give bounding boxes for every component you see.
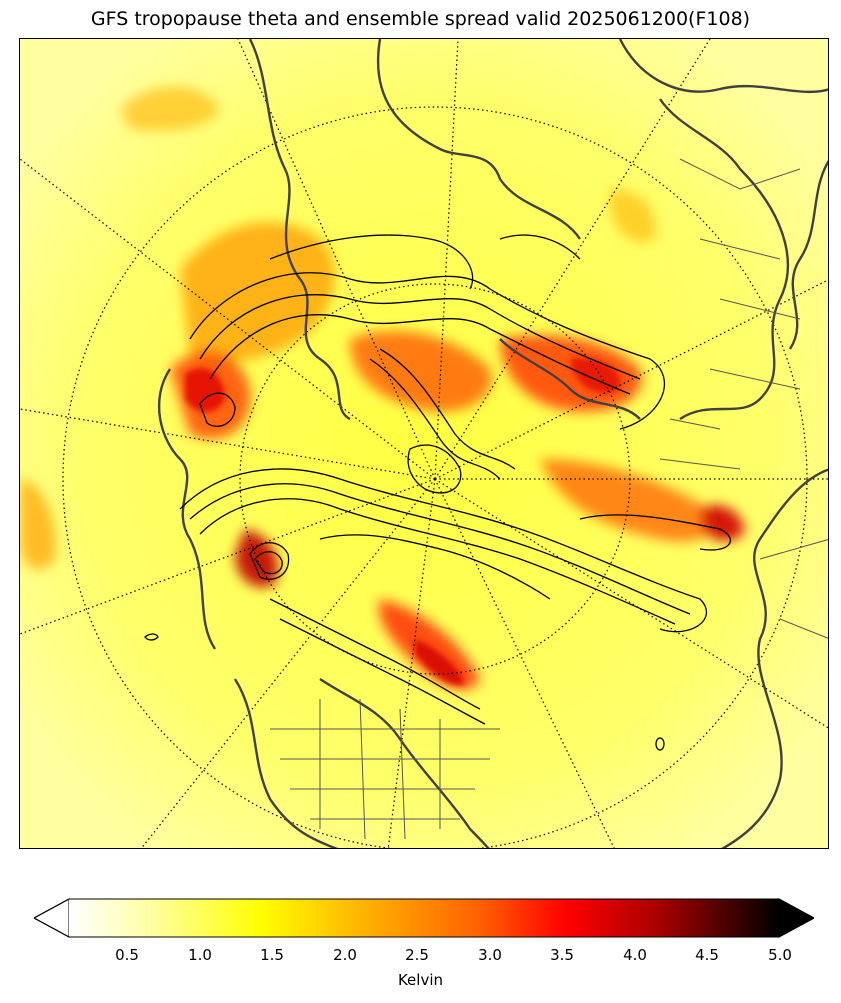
colorbar-tick-label: 5.0 <box>768 946 792 964</box>
colorbar-label: Kelvin <box>397 971 444 989</box>
colorbar-tick-label: 0.5 <box>115 946 139 964</box>
colorbar-gradient <box>69 899 779 937</box>
tropopause-theta-contours <box>144 234 732 751</box>
colorbar <box>34 898 814 938</box>
colorbar-extend-low <box>34 898 70 938</box>
colorbar-tick-label: 3.5 <box>550 946 574 964</box>
coastlines <box>157 39 828 848</box>
colorbar-tick-label: 1.0 <box>188 946 212 964</box>
colorbar-outline <box>34 898 814 938</box>
colorbar-tick-label: 3.0 <box>478 946 502 964</box>
spread-field <box>20 39 828 848</box>
colorbar-tick-label: 1.5 <box>260 946 284 964</box>
colorbar-tick-label: 2.5 <box>405 946 429 964</box>
colorbar-tick-label: 4.0 <box>623 946 647 964</box>
colorbar-tick-label: 2.0 <box>333 946 357 964</box>
political-borders <box>270 158 828 840</box>
colorbar-extend-high <box>778 898 814 938</box>
map-title: GFS tropopause theta and ensemble spread… <box>90 8 751 30</box>
high-spread-bands <box>20 86 745 690</box>
colorbar-tick-label: 4.5 <box>695 946 719 964</box>
graticule <box>20 39 828 848</box>
polar-stereographic-map <box>19 38 829 849</box>
